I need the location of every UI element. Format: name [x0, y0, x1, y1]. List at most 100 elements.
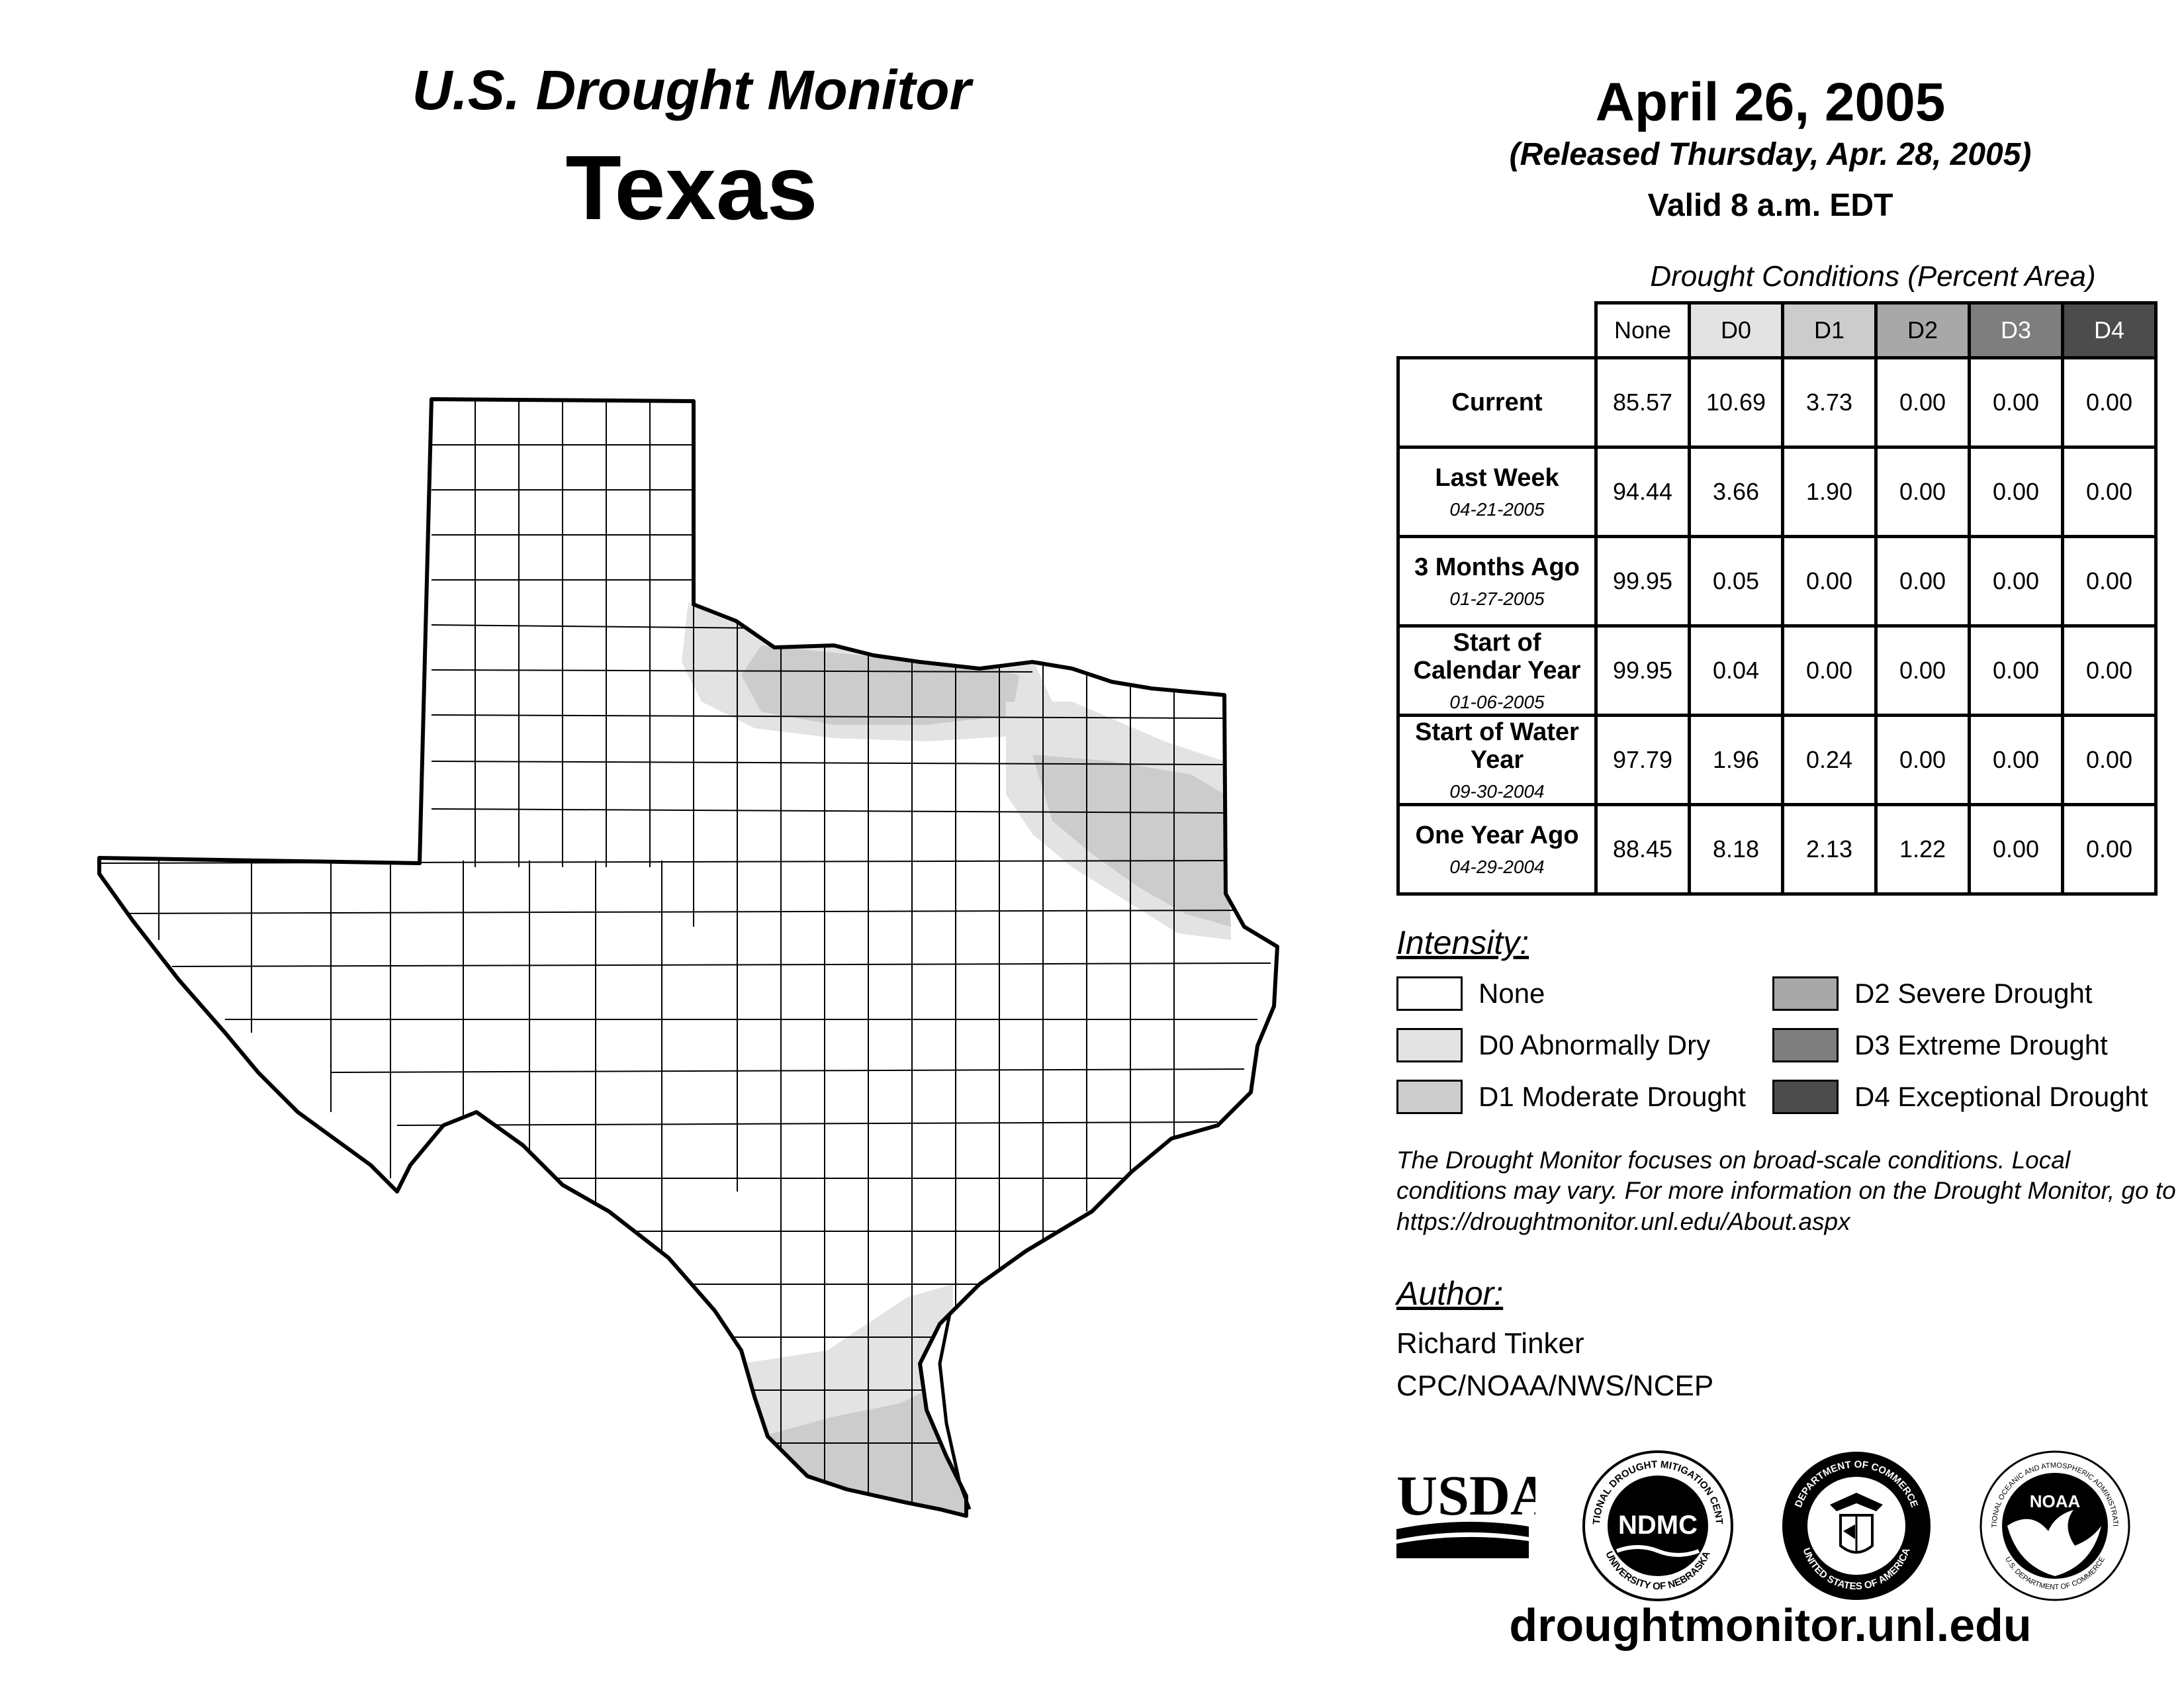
table-caption: Drought Conditions (Percent Area) [1650, 260, 2096, 293]
legend-swatch [1396, 976, 1463, 1011]
row-date: 01-27-2005 [1449, 588, 1545, 609]
cell: 0.00 [2061, 803, 2158, 896]
legend-swatch [1772, 1028, 1839, 1062]
cell: 99.95 [1594, 535, 1691, 628]
cell: 0.24 [1781, 714, 1878, 806]
cell: 3.66 [1688, 445, 1784, 538]
legend-item-d1: D1 Moderate Drought [1396, 1080, 1746, 1114]
legend-item-d4: D4 Exceptional Drought [1772, 1080, 2148, 1114]
table-row-calendar-year: Start of Calendar Year 01-06-2005 99.95 0… [1396, 624, 2158, 717]
cell: 85.57 [1594, 356, 1691, 449]
ndmc-logo: NATIONAL DROUGHT MITIGATION CENTER UNIVE… [1578, 1446, 1733, 1601]
cell: 0.00 [2061, 535, 2158, 628]
row-label-text: 3 Months Ago [1414, 553, 1580, 582]
legend-label: None [1479, 978, 1545, 1009]
cell: 0.00 [1874, 714, 1971, 806]
table-row-last-week: Last Week 04-21-2005 94.44 3.66 1.90 0.00… [1396, 445, 2158, 538]
author-heading: Author: [1396, 1275, 1504, 1312]
texas-outline [97, 397, 1279, 1518]
cell: 3.73 [1781, 356, 1878, 449]
cell: 0.00 [1874, 535, 1971, 628]
legend-swatch [1772, 1080, 1839, 1114]
row-label: Current [1396, 356, 1598, 449]
cell: 0.00 [1968, 803, 2064, 896]
monitor-title: U.S. Drought Monitor [412, 59, 972, 121]
cell: 97.79 [1594, 714, 1691, 806]
author-name: Richard Tinker [1396, 1327, 1584, 1360]
col-d3: D3 [1968, 301, 2064, 359]
row-date: 01-06-2005 [1449, 691, 1545, 712]
row-date: 04-21-2005 [1449, 498, 1545, 520]
map-date: April 26, 2005 [1595, 72, 1946, 132]
cell: 0.00 [1968, 535, 2064, 628]
legend-label: D3 Extreme Drought [1854, 1029, 2108, 1060]
cell: 94.44 [1594, 445, 1691, 538]
cell: 0.04 [1688, 624, 1784, 717]
cell: 0.00 [1874, 356, 1971, 449]
table-row-water-year: Start of Water Year 09-30-2004 97.79 1.96… [1396, 714, 2158, 806]
legend-swatch [1396, 1080, 1463, 1114]
cell: 0.00 [1781, 624, 1878, 717]
cell: 0.00 [1874, 624, 1971, 717]
legend-label: D4 Exceptional Drought [1854, 1081, 2148, 1112]
valid-time: Valid 8 a.m. EDT [1647, 188, 1893, 223]
row-label: Start of Calendar Year 01-06-2005 [1396, 624, 1598, 717]
col-d4: D4 [2061, 301, 2158, 359]
texas-map [97, 397, 1279, 1518]
legend-swatch [1396, 1028, 1463, 1062]
row-label: Last Week 04-21-2005 [1396, 445, 1598, 538]
row-date: 09-30-2004 [1449, 780, 1545, 802]
cell: 2.13 [1781, 803, 1878, 896]
legend-item-d3: D3 Extreme Drought [1772, 1028, 2108, 1062]
col-d2: D2 [1874, 301, 1971, 359]
usda-logo: USDA [1396, 1464, 1535, 1558]
row-label: Start of Water Year 09-30-2004 [1396, 714, 1598, 806]
table-row-one-year: One Year Ago 04-29-2004 88.45 8.18 2.13 1… [1396, 803, 2158, 896]
cell: 99.95 [1594, 624, 1691, 717]
usda-text: USDA [1396, 1464, 1535, 1527]
table-row-current: Current 85.57 10.69 3.73 0.00 0.00 0.00 [1396, 356, 2158, 449]
cell: 0.00 [1874, 445, 1971, 538]
cell: 88.45 [1594, 803, 1691, 896]
cell: 1.96 [1688, 714, 1784, 806]
table-corner [1398, 303, 1598, 359]
cell: 0.00 [2061, 624, 2158, 717]
col-d1: D1 [1781, 301, 1878, 359]
cell: 0.00 [2061, 356, 2158, 449]
noaa-text: NOAA [2030, 1491, 2081, 1511]
legend-label: D2 Severe Drought [1854, 978, 2093, 1009]
legend-swatch [1772, 976, 1839, 1011]
padre-island [938, 1313, 972, 1510]
row-label-text: One Year Ago [1415, 821, 1579, 850]
row-label-text: Last Week [1435, 464, 1559, 492]
row-label-text: Current [1451, 388, 1543, 416]
state-title: Texas [565, 137, 818, 239]
col-d0: D0 [1688, 301, 1784, 359]
ndmc-text: NDMC [1618, 1511, 1698, 1540]
cell: 0.00 [1968, 624, 2064, 717]
cell: 0.00 [2061, 445, 2158, 538]
legend-item-d2: D2 Severe Drought [1772, 976, 2093, 1011]
footer-url[interactable]: droughtmonitor.unl.edu [1509, 1599, 2032, 1651]
table-row-3-months: 3 Months Ago 01-27-2005 99.95 0.05 0.00 0… [1396, 535, 2158, 628]
cell: 8.18 [1688, 803, 1784, 896]
cell: 1.90 [1781, 445, 1878, 538]
author-block: Richard Tinker CPC/NOAA/NWS/NCEP [1396, 1323, 1713, 1407]
legend-item-d0: D0 Abnormally Dry [1396, 1028, 1710, 1062]
cell: 0.00 [1968, 714, 2064, 806]
row-label: One Year Ago 04-29-2004 [1396, 803, 1598, 896]
noaa-logo: NATIONAL OCEANIC AND ATMOSPHERIC ADMINIS… [1976, 1446, 2130, 1601]
row-date: 04-29-2004 [1449, 856, 1545, 877]
row-label: 3 Months Ago 01-27-2005 [1396, 535, 1598, 628]
disclaimer-note: The Drought Monitor focuses on broad-sca… [1396, 1147, 2176, 1235]
d1-east-texas [1032, 755, 1231, 927]
cell: 0.00 [2061, 714, 2158, 806]
doc-seal-logo: DEPARTMENT OF COMMERCE UNITED STATES OF … [1782, 1452, 1931, 1600]
cell: 0.00 [1781, 535, 1878, 628]
drought-conditions-table: None D0 D1 D2 D3 D4 Current 85.57 10.69 … [1396, 301, 2158, 896]
cell: 0.05 [1688, 535, 1784, 628]
col-none: None [1594, 301, 1691, 359]
table-header-row: None D0 D1 D2 D3 D4 [1398, 301, 2158, 359]
author-org: CPC/NOAA/NWS/NCEP [1396, 1369, 1714, 1402]
cell: 0.00 [1968, 356, 2064, 449]
